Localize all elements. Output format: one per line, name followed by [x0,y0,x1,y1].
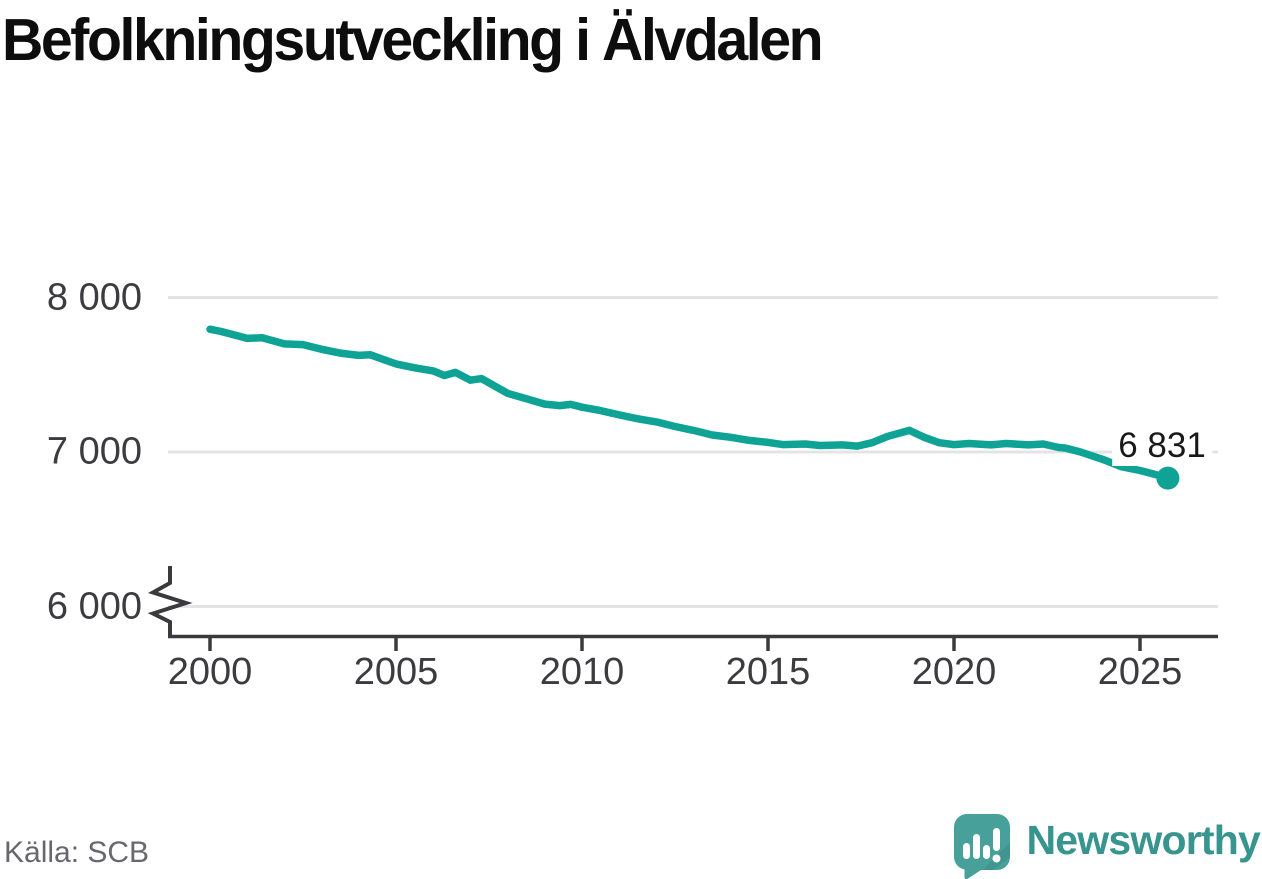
newsworthy-branding: Newsworthy [951,811,1261,879]
source-note: Källa: SCB [4,836,150,869]
x-axis-label-2000: 2000 [167,651,253,693]
y-axis-break-zigzag [147,566,193,638]
end-point-dot [1156,466,1180,490]
x-axis-label-2015: 2015 [725,651,811,693]
x-axis-label-2010: 2010 [539,651,625,693]
newsworthy-logo-text: Newsworthy [1026,817,1261,863]
page-title: Befolkningsutveckling i Älvdalen [2,7,824,73]
y-axis-label-8000: 8 000 [46,276,142,318]
x-axis-label-2005: 2005 [353,651,439,693]
x-axis-label-2020: 2020 [911,651,997,693]
y-axis-label-7000: 7 000 [46,430,142,473]
x-axis-label-2025: 2025 [1097,651,1183,693]
y-axis-label-6000: 6 000 [46,585,142,627]
population-line [206,325,1172,482]
newsworthy-logo-icon [953,813,1010,879]
latest-value-label: 6 831 [1112,426,1212,466]
